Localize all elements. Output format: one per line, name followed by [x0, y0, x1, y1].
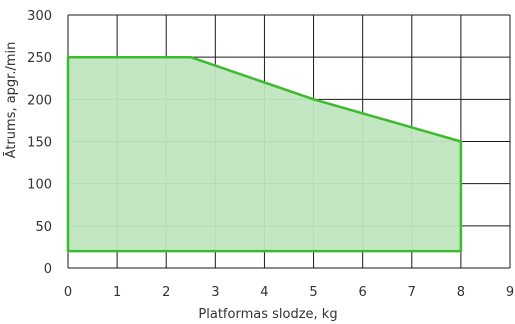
x-tick-label: 0 — [64, 285, 72, 300]
y-tick-label: 250 — [27, 51, 52, 66]
y-tick-label: 50 — [35, 220, 52, 235]
x-tick-label: 5 — [309, 285, 317, 300]
x-tick-label: 3 — [211, 285, 219, 300]
x-axis-title: Platformas slodze, kg — [198, 307, 337, 322]
y-tick-label: 150 — [27, 136, 52, 151]
series-area — [66, 55, 463, 253]
x-tick-label: 7 — [408, 285, 416, 300]
x-tick-label: 9 — [506, 285, 514, 300]
y-tick-label: 300 — [27, 9, 52, 24]
y-tick-label: 200 — [27, 93, 52, 108]
x-tick-label: 6 — [359, 285, 367, 300]
plot-area — [66, 55, 463, 253]
y-axis-title: Ātrums, apgr./min — [4, 42, 19, 159]
x-tick-label: 8 — [457, 285, 465, 300]
y-tick-label: 100 — [27, 178, 52, 193]
x-tick-label: 4 — [260, 285, 268, 300]
y-tick-label: 0 — [44, 262, 52, 277]
x-tick-label: 2 — [162, 285, 170, 300]
x-tick-label: 1 — [113, 285, 121, 300]
x-axis-ticks: 0 1 2 3 4 5 6 7 8 9 — [64, 285, 514, 300]
y-axis-ticks: 0 50 100 150 200 250 300 — [27, 9, 52, 277]
